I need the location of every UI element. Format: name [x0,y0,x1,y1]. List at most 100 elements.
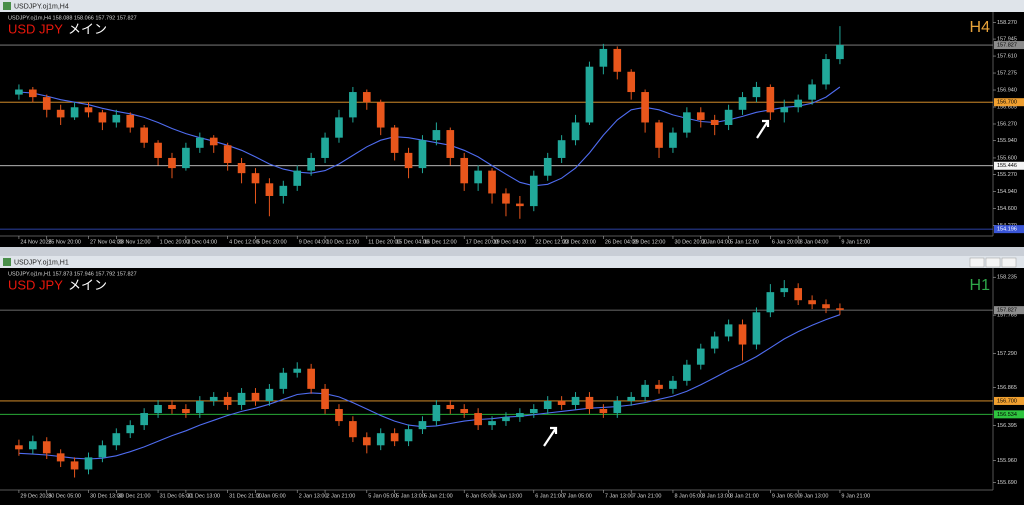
candle-body [543,400,552,410]
x-tick-label: 6 Jan 20:00 [772,239,801,245]
candle-body [738,97,747,110]
x-tick-label: 30 Dec 13:00 [90,493,123,499]
x-tick-label: 8 Jan 05:00 [674,493,703,499]
x-tick-label: 9 Jan 05:00 [772,493,801,499]
chart-title: USD JPY [8,277,63,292]
candle-body [56,453,65,462]
x-tick-label: 15 Dec 04:00 [396,239,429,245]
candle-body [265,183,274,196]
candle-body [655,384,663,389]
y-tick-label: 154.940 [997,189,1017,195]
x-tick-label: 26 Dec 04:00 [605,239,638,245]
arrow [543,426,558,447]
price-label: 154.196 [997,227,1017,233]
y-tick-label: 158.235 [997,275,1017,281]
window-title: USDJPY.oj1m,H1 [14,259,69,266]
candle-body [446,404,455,410]
candle-body [15,89,23,95]
x-tick-label: 5 Jan 05:00 [368,493,397,499]
candle-body [766,292,775,313]
candle-body [404,152,413,169]
candle-body [474,413,482,426]
candle-body [98,445,107,458]
candle-body [223,145,232,164]
x-tick-label: 31 Dec 05:00 [160,493,193,499]
candle-body [126,114,135,128]
candle-body [529,409,538,414]
candle-body [669,132,677,148]
candle-body [724,324,733,337]
candle-body [808,300,816,305]
x-tick-label: 6 Jan 13:00 [494,493,523,499]
price-label: 156.700 [997,398,1017,404]
candle-body [836,44,844,60]
candle-body [15,445,23,450]
maximize-button[interactable] [985,257,1001,268]
x-tick-label: 30 Dec 20:00 [674,239,707,245]
candle-body [669,380,677,389]
candle-body [516,413,524,418]
x-tick-label: 4 Dec 12:00 [229,239,259,245]
x-tick-label: 2 Jan 04:00 [702,239,731,245]
candle-body [752,86,761,98]
chart-title: USD JPY [8,21,63,36]
x-tick-label: 9 Jan 12:00 [841,239,870,245]
y-tick-label: 155.690 [997,480,1017,486]
candle-body [752,312,761,345]
candle-body [613,400,622,414]
x-tick-label: 17 Dec 20:00 [466,239,499,245]
window-icon [3,258,11,266]
candle-body [696,348,705,365]
close-button[interactable] [1001,257,1017,268]
candle-body [376,102,385,128]
candle-body [446,130,455,158]
candle-body [724,109,733,125]
candle-body [265,388,274,401]
candle-body [488,170,496,194]
candle-body [460,409,469,414]
candle-body [349,92,357,118]
x-tick-label: 1 Dec 20:00 [160,239,190,245]
x-tick-label: 7 Jan 13:00 [605,493,634,499]
candle-body [613,48,622,72]
candle-body [738,324,747,345]
candle-body [307,157,315,171]
candle-body [140,127,148,143]
candle-body [780,288,789,293]
chart-subtitle: メイン [68,277,107,292]
minimize-button[interactable] [969,257,985,268]
title-bar [0,0,1024,12]
candle-body [70,461,79,470]
y-tick-label: 156.395 [997,423,1017,429]
x-tick-label: 19 Dec 04:00 [494,239,527,245]
candle-body [599,409,608,414]
candle-body [126,425,135,434]
x-tick-label: 25 Nov 20:00 [48,239,81,245]
candle-body [209,396,218,401]
candle-body [390,127,399,153]
candle-body [237,163,246,174]
candle-body [836,308,844,310]
candle-body [293,170,302,186]
x-tick-label: 5 Dec 20:00 [257,239,287,245]
y-tick-label: 157.610 [997,54,1017,60]
x-tick-label: 29 Dec 2025 [20,493,51,499]
candle-body [29,441,37,450]
candle-body [474,170,482,184]
candle-body [516,203,524,207]
candle-body [154,404,162,414]
candle-body [710,119,719,125]
price-label-box [994,98,1024,107]
chart-area [0,268,1024,505]
y-tick-label: 156.865 [997,385,1017,391]
candle-body [502,193,510,204]
candle-body [683,364,691,381]
chart-info: USDJPY.oj1m,H4 158.088 158.066 157.792 1… [8,15,137,21]
candle-body [237,392,246,405]
candle-body [766,86,775,113]
candle-body [112,433,121,446]
x-tick-label: 22 Dec 12:00 [535,239,568,245]
candle-body [154,142,162,158]
candle-body [488,421,496,426]
